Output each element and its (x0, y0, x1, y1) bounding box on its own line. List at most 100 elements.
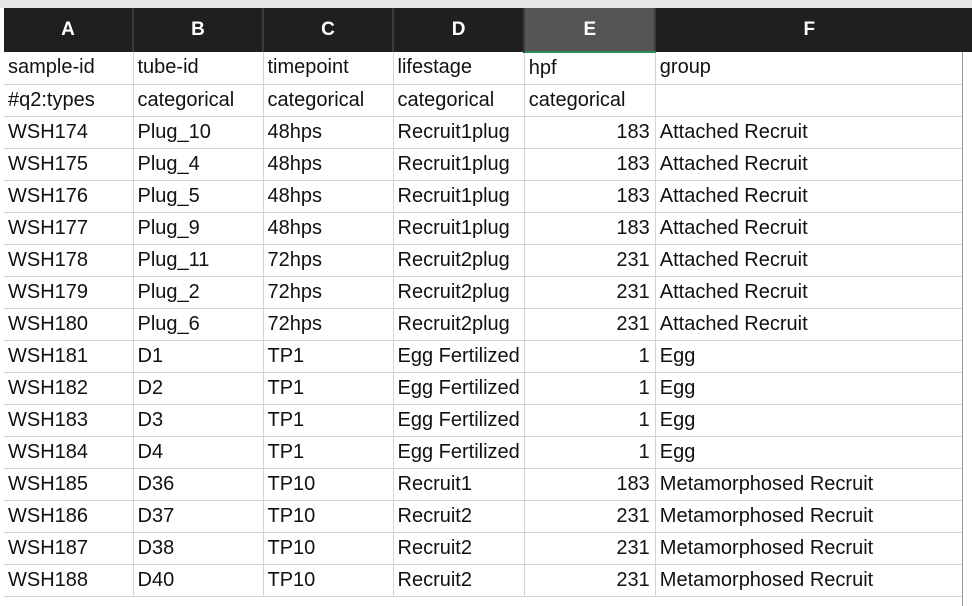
cell-f3[interactable]: Attached Recruit (655, 116, 964, 149)
cell-e14[interactable]: 183 (524, 468, 656, 501)
cell-d13[interactable]: Egg Fertilized (393, 436, 525, 469)
cell-a8[interactable]: WSH179 (4, 276, 134, 309)
cell-a15[interactable]: WSH186 (4, 500, 134, 533)
cell-c11[interactable]: TP1 (263, 372, 394, 405)
cell-d1[interactable]: lifestage (393, 52, 525, 85)
cell-a3[interactable]: WSH174 (4, 116, 134, 149)
cell-c5[interactable]: 48hps (263, 180, 394, 213)
column-header-d[interactable]: D (393, 8, 526, 52)
cell-d4[interactable]: Recruit1plug (393, 148, 525, 181)
cell-d2[interactable]: categorical (393, 84, 525, 117)
cell-b10[interactable]: D1 (133, 340, 264, 373)
column-header-c[interactable]: C (263, 8, 394, 52)
cell-b14[interactable]: D36 (133, 468, 264, 501)
cell-c3[interactable]: 48hps (263, 116, 394, 149)
cell-a6[interactable]: WSH177 (4, 212, 134, 245)
cell-d7[interactable]: Recruit2plug (393, 244, 525, 277)
cell-c13[interactable]: TP1 (263, 436, 394, 469)
cell-a16[interactable]: WSH187 (4, 532, 134, 565)
cell-a9[interactable]: WSH180 (4, 308, 134, 341)
cell-c7[interactable]: 72hps (263, 244, 394, 277)
cell-f11[interactable]: Egg (655, 372, 964, 405)
cell-b4[interactable]: Plug_4 (133, 148, 264, 181)
cell-f10[interactable]: Egg (655, 340, 964, 373)
cell-f13[interactable]: Egg (655, 436, 964, 469)
cell-d10[interactable]: Egg Fertilized (393, 340, 525, 373)
cell-c15[interactable]: TP10 (263, 500, 394, 533)
cell-f2[interactable] (655, 84, 964, 117)
cell-b6[interactable]: Plug_9 (133, 212, 264, 245)
cell-e9[interactable]: 231 (524, 308, 656, 341)
cell-e1[interactable]: hpf (524, 52, 656, 85)
cell-c14[interactable]: TP10 (263, 468, 394, 501)
cell-e2[interactable]: categorical (524, 84, 656, 117)
cell-e8[interactable]: 231 (524, 276, 656, 309)
cell-b3[interactable]: Plug_10 (133, 116, 264, 149)
cell-a1[interactable]: sample-id (4, 52, 134, 85)
cell-a4[interactable]: WSH175 (4, 148, 134, 181)
cell-c4[interactable]: 48hps (263, 148, 394, 181)
cell-b17[interactable]: D40 (133, 564, 264, 597)
cell-c16[interactable]: TP10 (263, 532, 394, 565)
cell-a11[interactable]: WSH182 (4, 372, 134, 405)
cell-b2[interactable]: categorical (133, 84, 264, 117)
cell-e4[interactable]: 183 (524, 148, 656, 181)
cell-b8[interactable]: Plug_2 (133, 276, 264, 309)
column-header-a[interactable]: A (4, 8, 134, 52)
cell-b13[interactable]: D4 (133, 436, 264, 469)
cell-d3[interactable]: Recruit1plug (393, 116, 525, 149)
cell-b5[interactable]: Plug_5 (133, 180, 264, 213)
cell-f15[interactable]: Metamorphosed Recruit (655, 500, 964, 533)
cell-a17[interactable]: WSH188 (4, 564, 134, 597)
cell-d11[interactable]: Egg Fertilized (393, 372, 525, 405)
column-header-f[interactable]: F (655, 8, 965, 52)
cell-c1[interactable]: timepoint (263, 52, 394, 85)
cell-a13[interactable]: WSH184 (4, 436, 134, 469)
column-header-e[interactable]: E (524, 8, 657, 53)
cell-f1[interactable]: group (655, 52, 964, 85)
cell-f14[interactable]: Metamorphosed Recruit (655, 468, 964, 501)
cell-d5[interactable]: Recruit1plug (393, 180, 525, 213)
cell-b7[interactable]: Plug_11 (133, 244, 264, 277)
cell-c9[interactable]: 72hps (263, 308, 394, 341)
cell-b9[interactable]: Plug_6 (133, 308, 264, 341)
cell-b11[interactable]: D2 (133, 372, 264, 405)
cell-e6[interactable]: 183 (524, 212, 656, 245)
cell-d15[interactable]: Recruit2 (393, 500, 525, 533)
cell-c8[interactable]: 72hps (263, 276, 394, 309)
cell-f8[interactable]: Attached Recruit (655, 276, 964, 309)
cell-c12[interactable]: TP1 (263, 404, 394, 437)
cell-f5[interactable]: Attached Recruit (655, 180, 964, 213)
cell-e13[interactable]: 1 (524, 436, 656, 469)
cell-e11[interactable]: 1 (524, 372, 656, 405)
cell-c2[interactable]: categorical (263, 84, 394, 117)
cell-e7[interactable]: 231 (524, 244, 656, 277)
cell-a2[interactable]: #q2:types (4, 84, 134, 117)
cell-a10[interactable]: WSH181 (4, 340, 134, 373)
cell-e3[interactable]: 183 (524, 116, 656, 149)
cell-d12[interactable]: Egg Fertilized (393, 404, 525, 437)
cell-e12[interactable]: 1 (524, 404, 656, 437)
column-header-b[interactable]: B (133, 8, 264, 52)
cell-d9[interactable]: Recruit2plug (393, 308, 525, 341)
cell-f16[interactable]: Metamorphosed Recruit (655, 532, 964, 565)
cell-b15[interactable]: D37 (133, 500, 264, 533)
cell-e5[interactable]: 183 (524, 180, 656, 213)
cell-e15[interactable]: 231 (524, 500, 656, 533)
cell-d16[interactable]: Recruit2 (393, 532, 525, 565)
cell-d14[interactable]: Recruit1 (393, 468, 525, 501)
cell-c6[interactable]: 48hps (263, 212, 394, 245)
cell-f6[interactable]: Attached Recruit (655, 212, 964, 245)
cell-b1[interactable]: tube-id (133, 52, 264, 85)
cell-a12[interactable]: WSH183 (4, 404, 134, 437)
cell-d17[interactable]: Recruit2 (393, 564, 525, 597)
cell-d6[interactable]: Recruit1plug (393, 212, 525, 245)
cell-f7[interactable]: Attached Recruit (655, 244, 964, 277)
cell-f9[interactable]: Attached Recruit (655, 308, 964, 341)
cell-e17[interactable]: 231 (524, 564, 656, 597)
cell-a5[interactable]: WSH176 (4, 180, 134, 213)
cell-f4[interactable]: Attached Recruit (655, 148, 964, 181)
cell-f12[interactable]: Egg (655, 404, 964, 437)
cell-f17[interactable]: Metamorphosed Recruit (655, 564, 964, 597)
cell-e10[interactable]: 1 (524, 340, 656, 373)
